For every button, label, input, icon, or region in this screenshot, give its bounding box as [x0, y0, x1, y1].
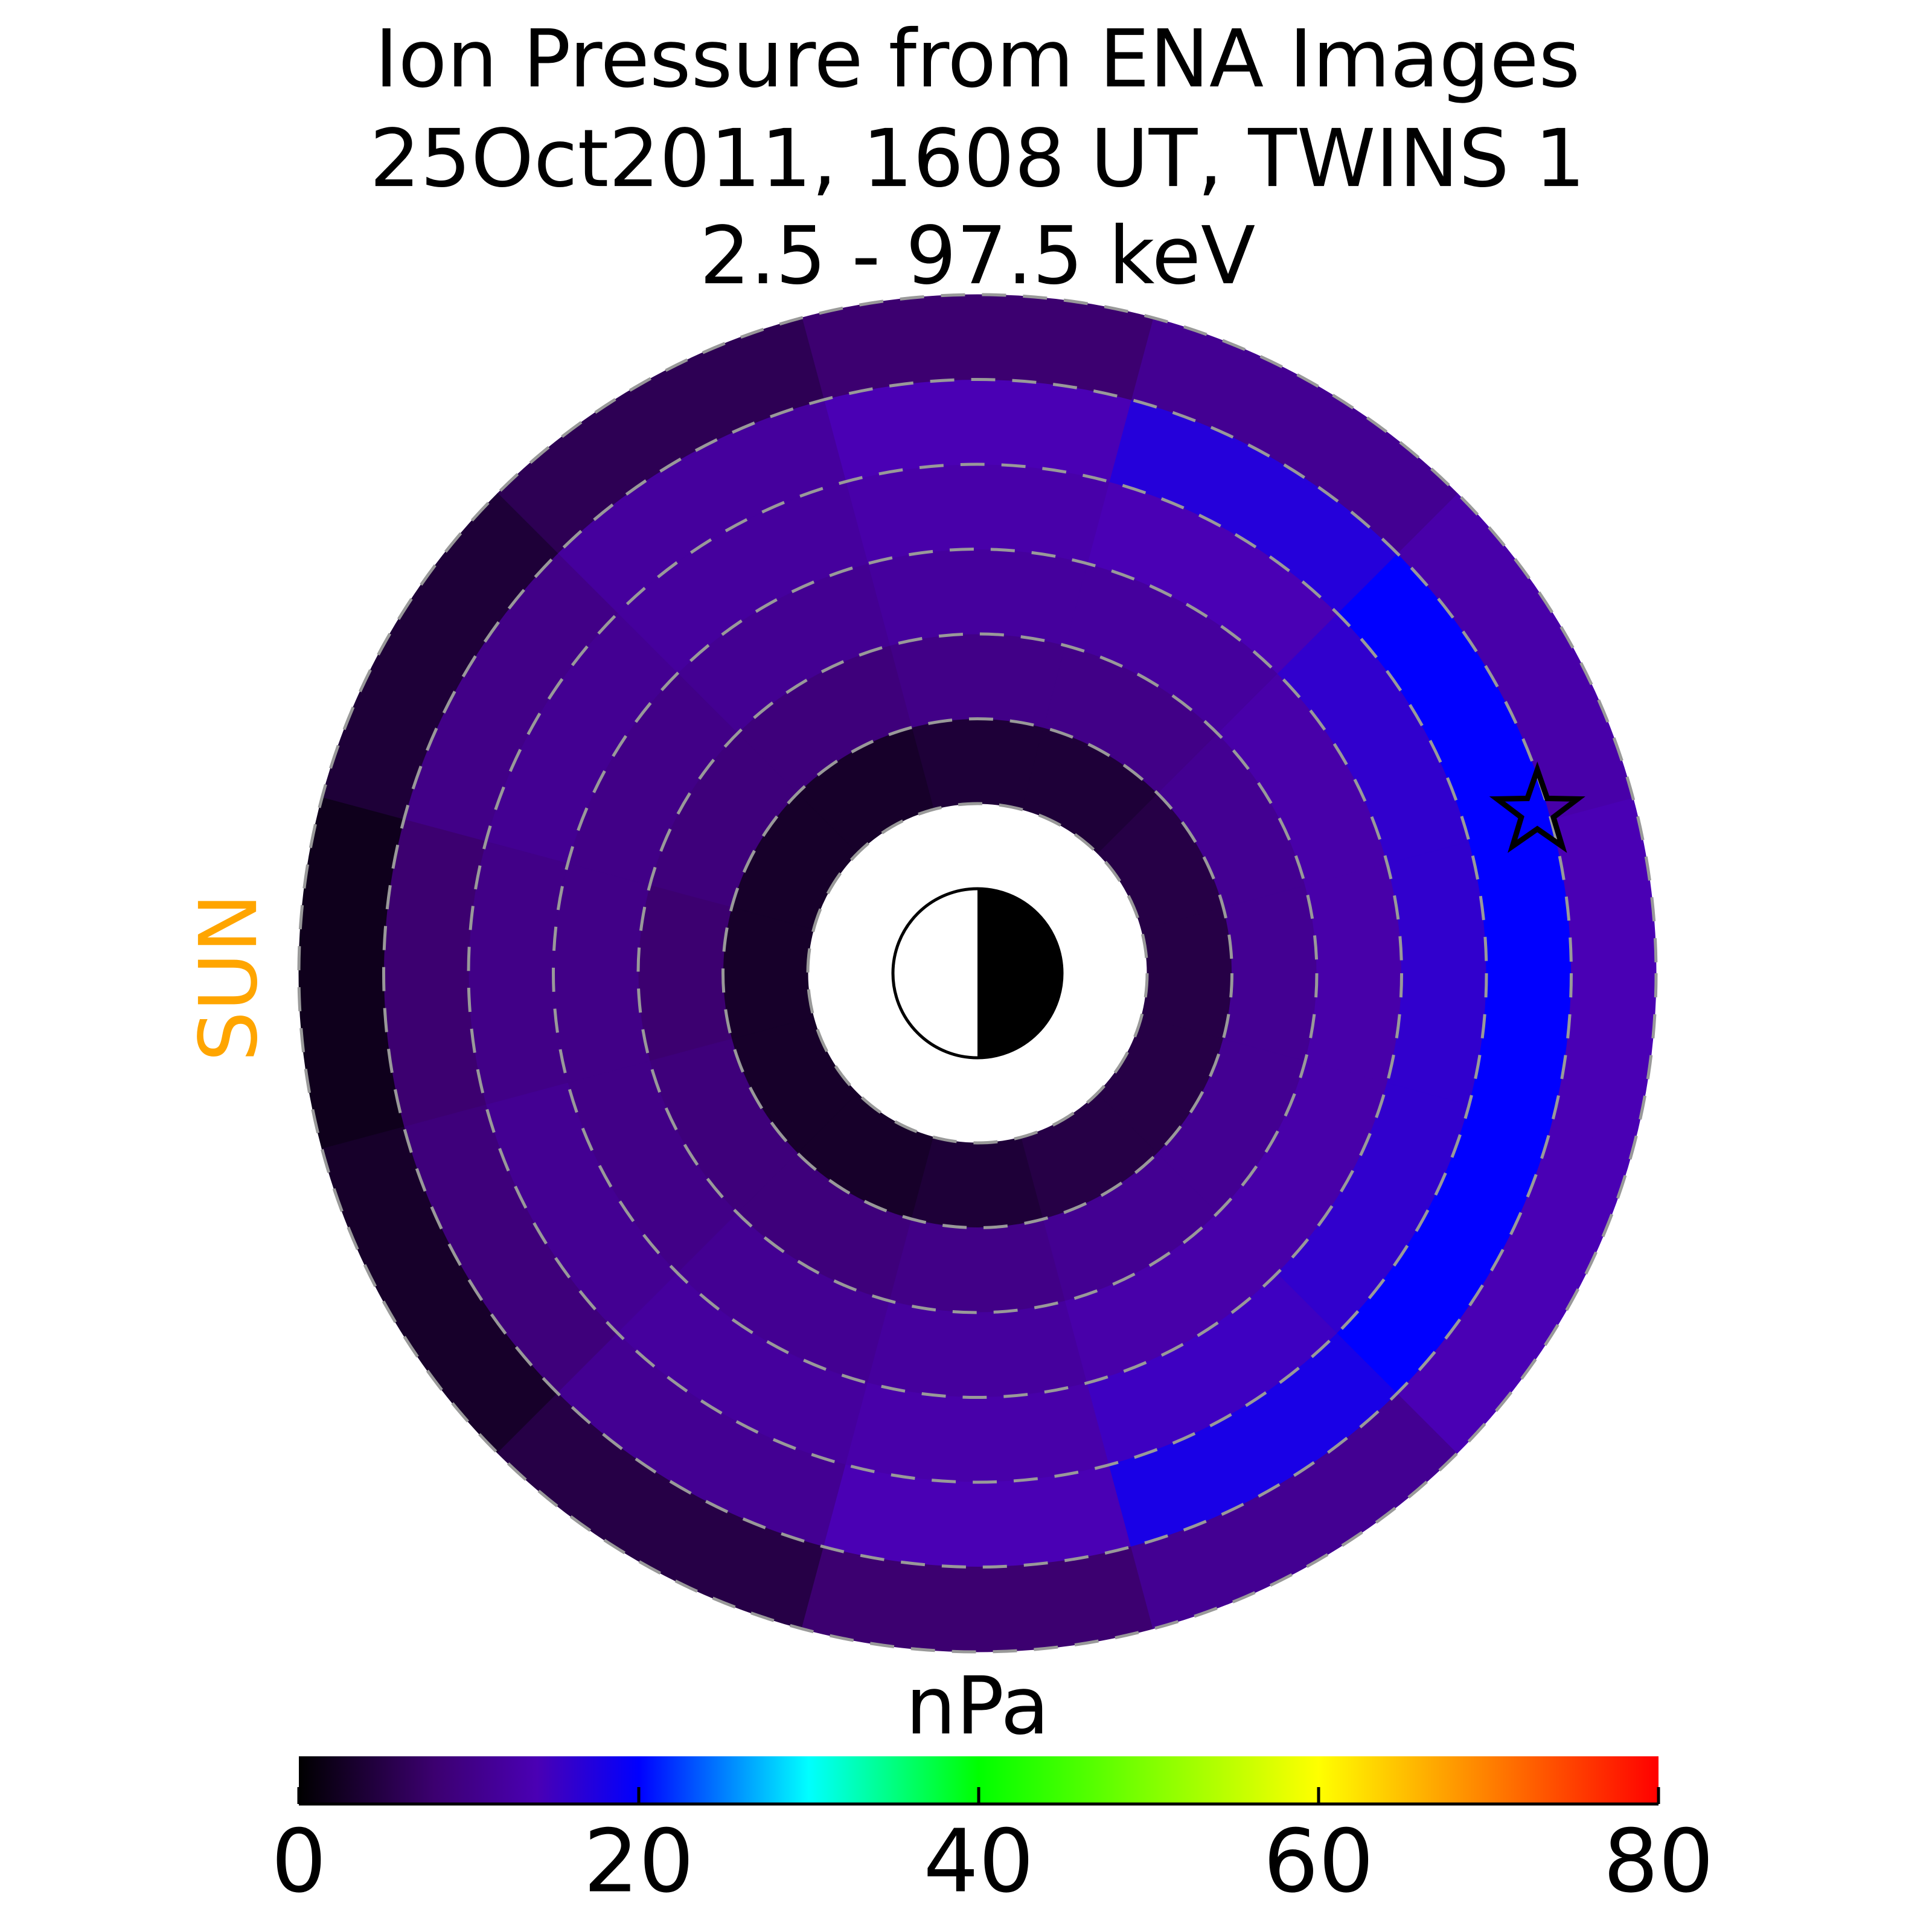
colorbar-tick-label: 40	[923, 1811, 1034, 1912]
heat-cell	[638, 884, 732, 1062]
heatmap	[298, 294, 1657, 1652]
heat-cell	[845, 464, 1110, 565]
colorbar-ticks: 0 20 40 60 80	[271, 1787, 1714, 1912]
heat-cell	[801, 1546, 1154, 1652]
heat-cell	[1223, 884, 1317, 1062]
heat-cell	[911, 1136, 1044, 1228]
colorbar-tick-label: 20	[583, 1811, 694, 1912]
title-line: Ion Pressure from ENA Images	[375, 13, 1581, 106]
satellite-marker	[1489, 761, 1585, 853]
colorbar-tick-label: 0	[271, 1811, 327, 1912]
grid-circle	[636, 632, 1319, 1314]
title-line: 2.5 - 97.5 keV	[700, 210, 1256, 302]
grid-circle	[467, 462, 1488, 1484]
heat-cell	[911, 718, 1044, 810]
grid-circle	[297, 293, 1658, 1654]
heat-cell	[1305, 863, 1402, 1084]
grid-circle	[806, 802, 1149, 1145]
heat-cell	[867, 1300, 1088, 1398]
earth	[891, 887, 1064, 1060]
heat-cell	[867, 549, 1088, 646]
colorbar-label: nPa	[906, 1660, 1049, 1753]
heat-cell	[889, 633, 1066, 728]
heat-cell	[553, 863, 650, 1084]
heat-cell	[723, 907, 814, 1040]
sun-label: SUN	[182, 893, 275, 1061]
grid-circle	[721, 717, 1233, 1229]
earth-night	[977, 889, 1062, 1058]
grid-circle	[552, 548, 1403, 1399]
grid	[297, 293, 1658, 1654]
colorbar-tick-label: 80	[1603, 1811, 1713, 1912]
grid-circle	[382, 378, 1573, 1569]
heat-cell	[1140, 907, 1232, 1040]
colorbar-tick-label: 60	[1263, 1811, 1374, 1912]
heat-cell	[889, 1218, 1066, 1313]
title-line: 25Oct2011, 1608 UT, TWINS 1	[369, 112, 1585, 205]
